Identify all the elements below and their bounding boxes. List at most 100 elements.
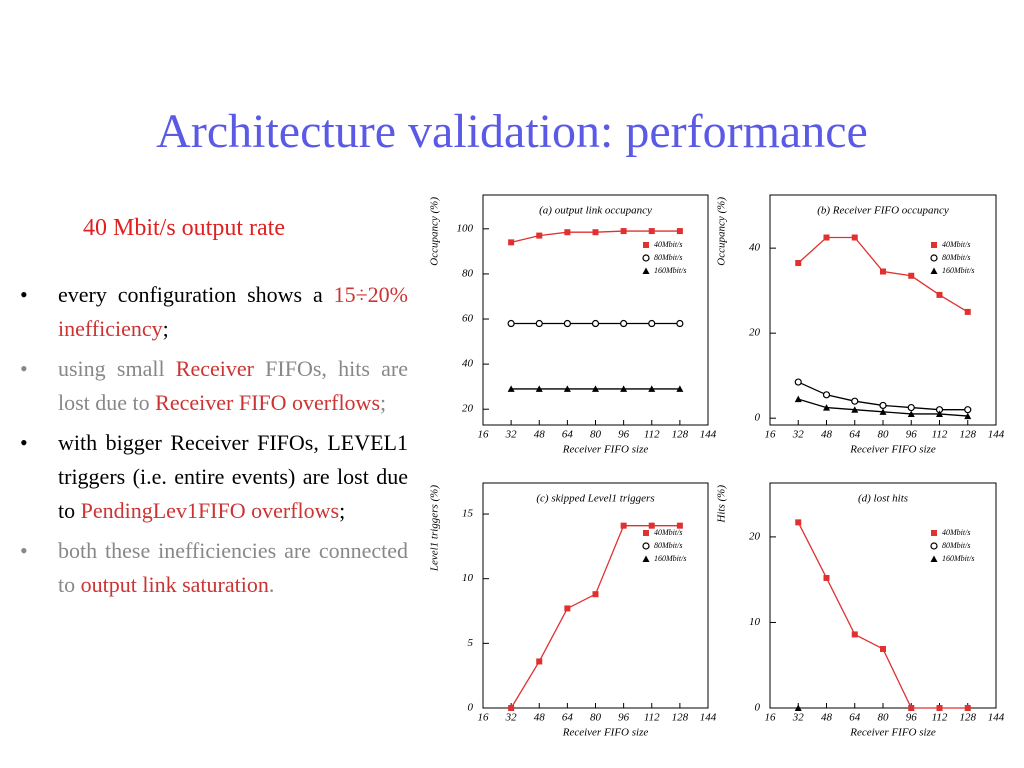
x-tick-label: 128: [672, 429, 689, 441]
marker: [620, 522, 627, 529]
x-tick-label: 96: [906, 429, 918, 441]
marker: [592, 385, 599, 392]
marker: [676, 385, 684, 392]
legend-label: 80Mbit/s: [654, 541, 682, 550]
marker: [879, 401, 887, 410]
marker: [620, 228, 627, 235]
marker: [507, 385, 515, 392]
marker: [823, 574, 830, 581]
legend-label: 80Mbit/s: [942, 541, 970, 550]
chart-title: (b) Receiver FIFO occupancy: [817, 205, 949, 217]
x-tick-label: 48: [534, 429, 546, 441]
marker: [794, 704, 802, 711]
marker: [591, 319, 600, 328]
bullet-text: every configuration shows a: [58, 282, 334, 307]
x-tick-label: 128: [960, 712, 977, 724]
marker: [536, 658, 543, 665]
marker: [880, 268, 886, 275]
x-axis-label: Receiver FIFO size: [849, 727, 936, 739]
bullet-text: with bigger Receiver FIFOs, LEVEL1 trigg…: [58, 430, 408, 523]
chart-title: (d) lost hits: [858, 493, 908, 505]
marker: [642, 267, 650, 274]
y-tick-label: 20: [462, 403, 474, 415]
y-tick-label: 15: [462, 508, 474, 520]
subtitle: 40 Mbit/s output rate: [83, 215, 285, 241]
x-tick-label: 16: [765, 429, 777, 441]
marker: [930, 254, 938, 262]
bullet-text: ;: [162, 316, 169, 341]
marker: [822, 391, 831, 399]
x-tick-label: 144: [988, 429, 1005, 441]
x-tick-label: 80: [590, 429, 602, 441]
marker: [795, 519, 802, 526]
marker: [880, 645, 886, 652]
marker: [851, 234, 858, 241]
x-tick-label: 144: [988, 712, 1005, 724]
slide-title: Architecture validation: performance: [156, 105, 868, 158]
y-axis-label: Occupancy (%): [716, 197, 728, 266]
marker: [648, 522, 655, 529]
x-tick-label: 112: [932, 712, 948, 724]
bullet: • every configuration shows a 15÷20% inef…: [20, 278, 408, 346]
y-tick-label: 10: [749, 616, 761, 628]
x-axis-label: Receiver FIFO size: [562, 444, 649, 456]
x-tick-label: 128: [672, 712, 689, 724]
marker: [508, 239, 515, 246]
series-line: [797, 522, 968, 709]
bullet: • both these inefficiencies are connected…: [20, 534, 408, 602]
x-tick-label: 80: [878, 429, 890, 441]
x-tick-label: 144: [700, 712, 717, 724]
x-tick-label: 112: [644, 712, 660, 724]
x-tick-label: 48: [534, 712, 546, 724]
y-tick-label: 10: [462, 572, 474, 584]
x-tick-label: 64: [849, 429, 861, 441]
marker: [642, 254, 650, 262]
legend-label: 40Mbit/s: [654, 528, 682, 537]
marker: [964, 705, 971, 711]
marker: [879, 408, 887, 415]
bullet-text: output link saturation: [80, 572, 269, 597]
y-tick-label: 80: [462, 267, 474, 279]
marker: [795, 260, 802, 267]
y-tick-label: 0: [755, 702, 761, 714]
marker: [648, 319, 656, 328]
x-tick-label: 80: [878, 712, 890, 724]
marker: [642, 542, 650, 550]
marker: [908, 272, 915, 279]
marker: [936, 291, 943, 298]
legend-label: 160Mbit/s: [942, 554, 974, 563]
legend-label: 160Mbit/s: [654, 554, 686, 563]
x-tick-label: 32: [792, 712, 805, 724]
chart-title: (c) skipped Level1 triggers: [536, 493, 654, 505]
bullet-text: 15÷20% inefficiency: [58, 282, 408, 341]
marker: [643, 530, 649, 536]
marker: [794, 378, 802, 386]
plot-frame: [769, 482, 997, 709]
marker: [930, 542, 938, 550]
marker: [676, 319, 684, 328]
marker: [794, 395, 802, 403]
x-axis-label: Receiver FIFO size: [562, 727, 649, 739]
marker: [563, 319, 571, 328]
bullet-text: using small: [58, 356, 176, 381]
x-tick-label: 144: [700, 429, 717, 441]
x-tick-label: 112: [932, 429, 948, 441]
x-tick-label: 96: [906, 712, 918, 724]
marker: [931, 242, 937, 248]
marker: [930, 555, 938, 562]
bullet-text: ;: [339, 498, 346, 523]
marker: [823, 404, 830, 411]
marker: [676, 522, 683, 529]
legend-label: 40Mbit/s: [942, 240, 970, 249]
plot-frame: [769, 194, 997, 426]
marker: [931, 530, 937, 536]
y-axis-label: Occupancy (%): [429, 197, 441, 266]
legend-label: 160Mbit/s: [654, 266, 686, 275]
legend-label: 40Mbit/s: [942, 528, 970, 537]
legend-label: 80Mbit/s: [654, 253, 682, 262]
x-tick-label: 64: [849, 712, 861, 724]
marker: [648, 228, 655, 235]
marker: [592, 591, 599, 598]
x-tick-label: 32: [505, 429, 518, 441]
